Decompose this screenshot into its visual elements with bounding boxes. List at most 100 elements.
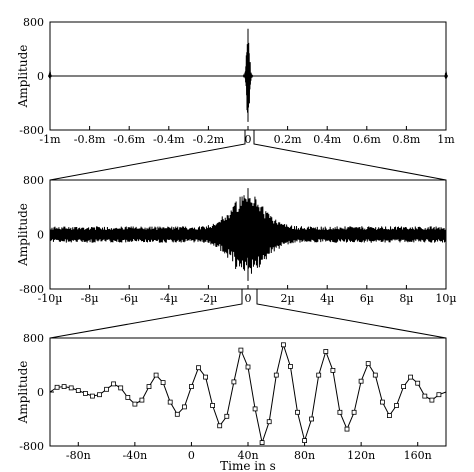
data-point [231, 379, 237, 385]
data-point [217, 423, 223, 429]
y-axis-title: Amplitude [16, 203, 30, 267]
data-point [337, 409, 343, 415]
y-tick-label: 0 [37, 386, 44, 399]
data-point [351, 409, 357, 415]
data-point [167, 399, 173, 405]
x-tick-label: 0 [245, 133, 252, 146]
zoom-connector-2-right [256, 289, 447, 339]
data-point [238, 347, 244, 353]
x-tick-label: -6µ [120, 292, 138, 305]
data-point [174, 411, 180, 417]
x-tick-label: -0.8m [74, 133, 106, 146]
data-point [245, 364, 251, 370]
x-tick-label: -0.2m [193, 133, 225, 146]
data-point [365, 361, 371, 367]
y-tick-label: 800 [23, 332, 44, 345]
plot-frame [49, 337, 447, 447]
data-point [196, 365, 201, 371]
data-point [54, 384, 60, 390]
data-point [273, 372, 279, 378]
data-point [386, 413, 392, 419]
x-tick-label: -80n [66, 449, 91, 462]
series-line [49, 342, 447, 445]
x-tick-label: -4µ [160, 292, 178, 305]
x-tick-label: 0.6m [353, 133, 381, 146]
y-tick-label: 0 [37, 70, 44, 83]
data-point [287, 363, 293, 369]
data-point [104, 386, 109, 392]
data-point [302, 438, 308, 444]
y-tick-label: 800 [23, 16, 44, 29]
data-point [358, 378, 364, 384]
x-tick-label: -2µ [199, 292, 217, 305]
y-axis-title: Amplitude [16, 45, 30, 109]
x-tick-label: 6µ [360, 292, 374, 305]
data-point [266, 419, 272, 425]
data-point [259, 440, 265, 446]
data-point [188, 384, 194, 390]
series-burst-2 [242, 28, 254, 122]
data-point [344, 426, 350, 432]
x-tick-label: -0.4m [153, 133, 185, 146]
data-point [394, 403, 399, 408]
data-point [210, 403, 216, 408]
data-point [316, 372, 322, 378]
zoom-connectors [49, 130, 447, 339]
data-point [75, 388, 81, 394]
zoom-connector-2-left [49, 289, 243, 339]
y-tick-label: 800 [23, 174, 44, 187]
data-point [252, 406, 258, 412]
data-point [132, 401, 138, 407]
x-tick-label: -8µ [81, 292, 99, 305]
series-burst-3 [444, 71, 448, 79]
x-tick-label: -1m [39, 133, 61, 146]
data-point [401, 384, 407, 390]
x-tick-label: 160n [404, 449, 432, 462]
data-point [160, 380, 166, 386]
data-point [146, 384, 152, 390]
zoom-connector-1-right [253, 130, 447, 181]
data-point [153, 372, 159, 378]
y-tick-label: -800 [19, 440, 44, 453]
data-point [118, 385, 124, 391]
y-tick-label: -800 [19, 283, 44, 296]
zoom-connector-1-left [49, 130, 246, 181]
data-point [330, 367, 336, 373]
data-point [83, 390, 88, 396]
data-point [429, 397, 435, 403]
data-point [181, 404, 187, 410]
data-point [203, 374, 209, 380]
x-tick-label: 8µ [399, 292, 413, 305]
x-tick-label: 0 [245, 292, 252, 305]
data-point [61, 384, 67, 390]
x-tick-label: 40n [237, 449, 258, 462]
data-point [379, 399, 385, 405]
y-tick-label: -800 [19, 124, 44, 137]
x-tick-label: -0.6m [113, 133, 145, 146]
data-point [125, 394, 131, 400]
x-tick-label: -10µ [38, 292, 63, 305]
data-point [323, 349, 329, 354]
chart-panel-2: 800 0 -800-10µ -8µ -6µ -4µ -2µ 0 2µ 4µ 6µ 8µ 10µ Ampl… [16, 174, 457, 305]
x-tick-label: -40n [122, 449, 147, 462]
data-point [68, 385, 74, 391]
x-axis-title: Time in s [220, 459, 276, 472]
data-point [415, 380, 421, 386]
data-point [372, 372, 378, 378]
x-tick-label: 4µ [320, 292, 334, 305]
data-point [139, 397, 145, 403]
x-tick-label: 0.2m [274, 133, 302, 146]
data-point [224, 413, 230, 419]
x-tick-label: 0 [188, 449, 195, 462]
data-point [295, 409, 300, 415]
data-point [111, 381, 116, 387]
x-tick-label: 80n [294, 449, 315, 462]
data-point [309, 416, 315, 422]
x-tick-label: 10µ [435, 292, 456, 305]
x-tick-label: 0.8m [392, 133, 420, 146]
y-tick-label: 0 [37, 229, 44, 242]
x-tick-label: 120n [347, 449, 375, 462]
data-point [280, 342, 286, 348]
